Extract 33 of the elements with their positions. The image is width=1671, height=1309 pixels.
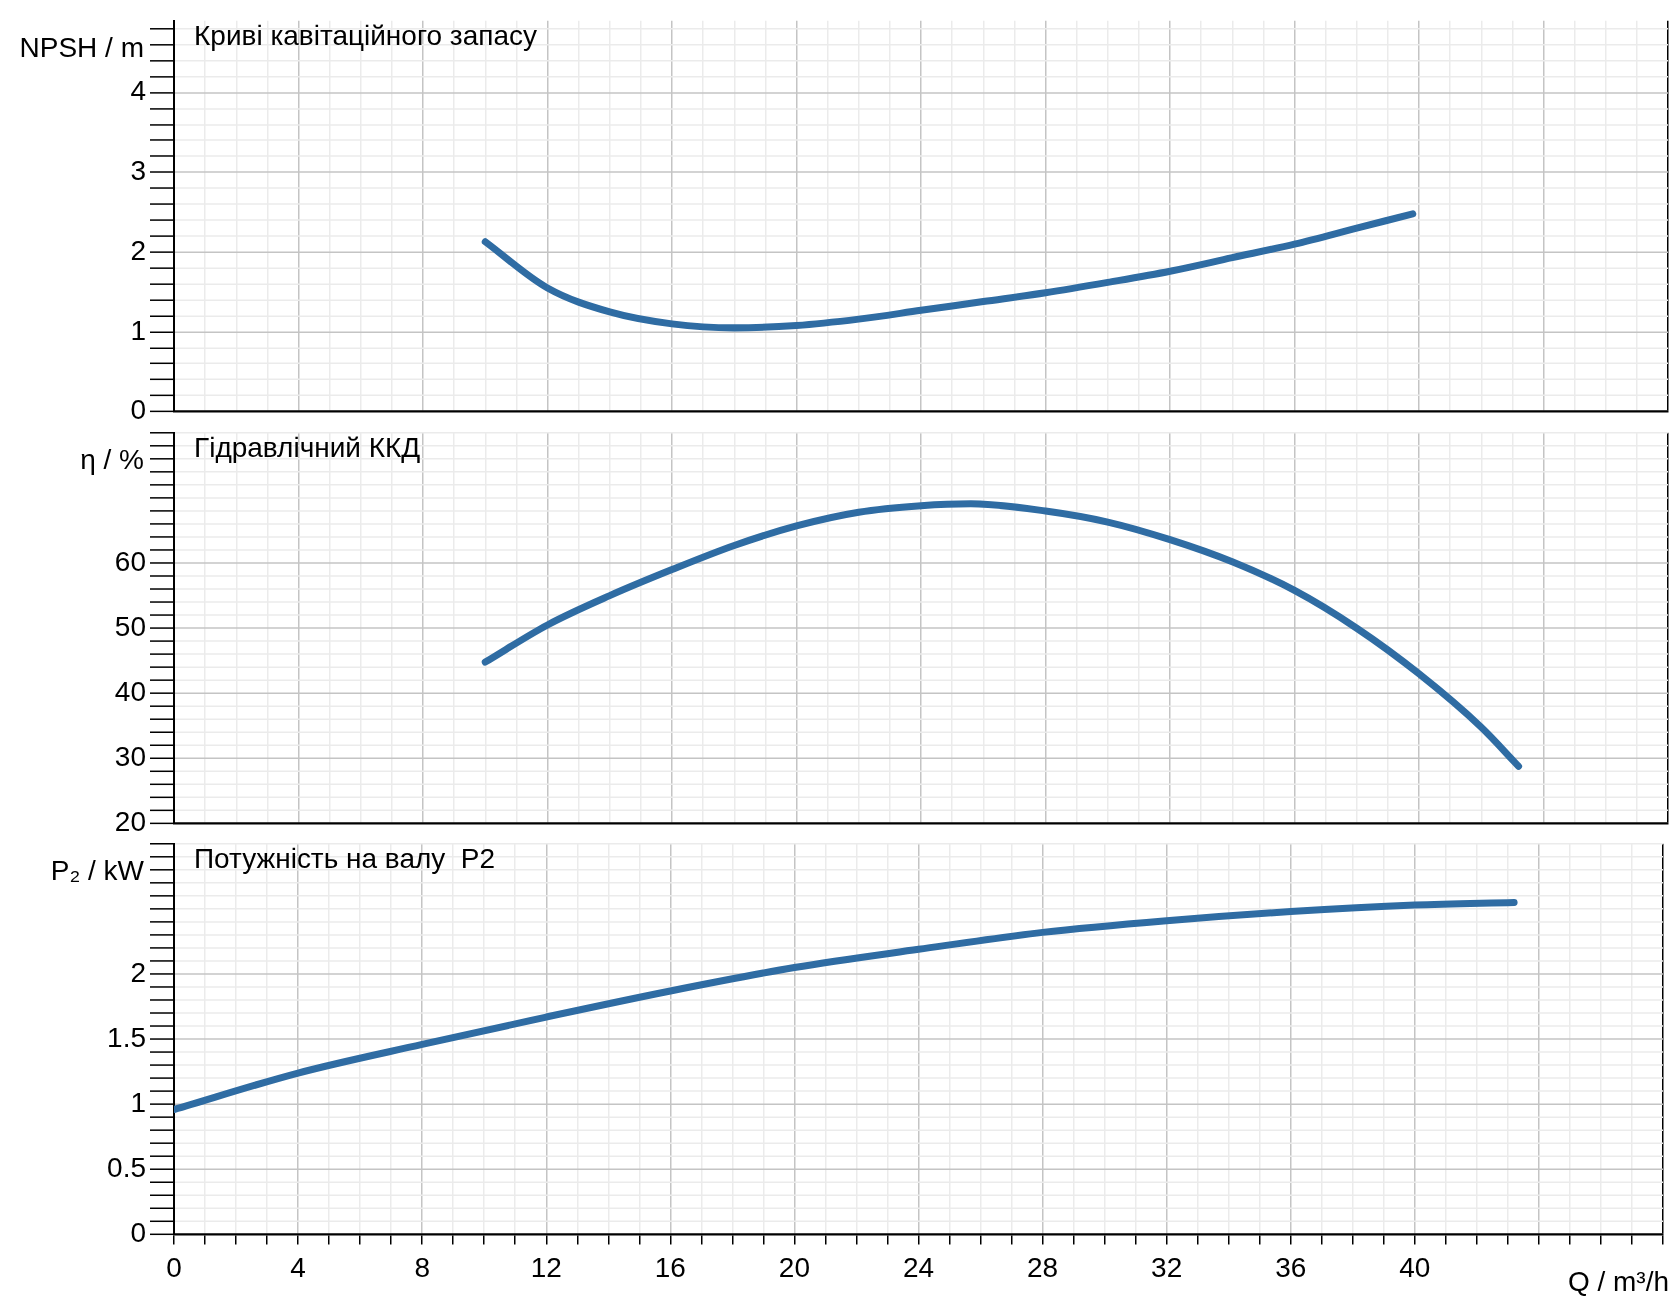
y-tick-label: 50 [114, 610, 146, 642]
y-tick-label: 30 [114, 740, 146, 772]
x-tick-label: 12 [530, 1252, 562, 1284]
y-tick-label: 1 [130, 1087, 146, 1119]
x-tick-label: 40 [1399, 1252, 1431, 1284]
x-tick-label: 8 [414, 1252, 430, 1284]
y-tick-label: 2 [130, 234, 146, 266]
y-tick-label: 40 [114, 675, 146, 707]
x-axis-title: Q / m³/h [1567, 1266, 1669, 1298]
x-tick-label: 4 [290, 1252, 306, 1284]
y-tick-label: 0 [130, 394, 146, 426]
x-tick-label: 32 [1151, 1252, 1183, 1284]
y-tick-label: 0.5 [107, 1152, 146, 1184]
y-tick-label: 1 [130, 314, 146, 346]
y-tick-label: 0 [130, 1217, 146, 1249]
y-axis-title: P₂ / kW [50, 854, 145, 886]
y-tick-label: 1.5 [107, 1022, 146, 1054]
x-tick-label: 36 [1275, 1252, 1307, 1284]
y-tick-label: 2 [130, 957, 146, 989]
chart-title: Гідравлічний ККД [194, 431, 421, 463]
x-tick-label: 16 [654, 1252, 686, 1284]
y-tick-label: 20 [114, 805, 146, 838]
x-tick-label: 28 [1027, 1252, 1059, 1284]
y-tick-label: 3 [130, 155, 146, 187]
y-tick-label: 4 [130, 75, 146, 107]
y-tick-label: 60 [114, 545, 146, 577]
x-tick-label: 20 [778, 1252, 810, 1284]
x-tick-label: 0 [166, 1252, 182, 1284]
chart-title: Криві кавітаційного запасу [194, 19, 537, 51]
chart-title: Потужність на валу P2 [194, 842, 496, 874]
y-axis-title: η / % [80, 443, 144, 475]
x-tick-label: 24 [902, 1252, 935, 1284]
y-axis-title: NPSH / m [19, 31, 144, 63]
